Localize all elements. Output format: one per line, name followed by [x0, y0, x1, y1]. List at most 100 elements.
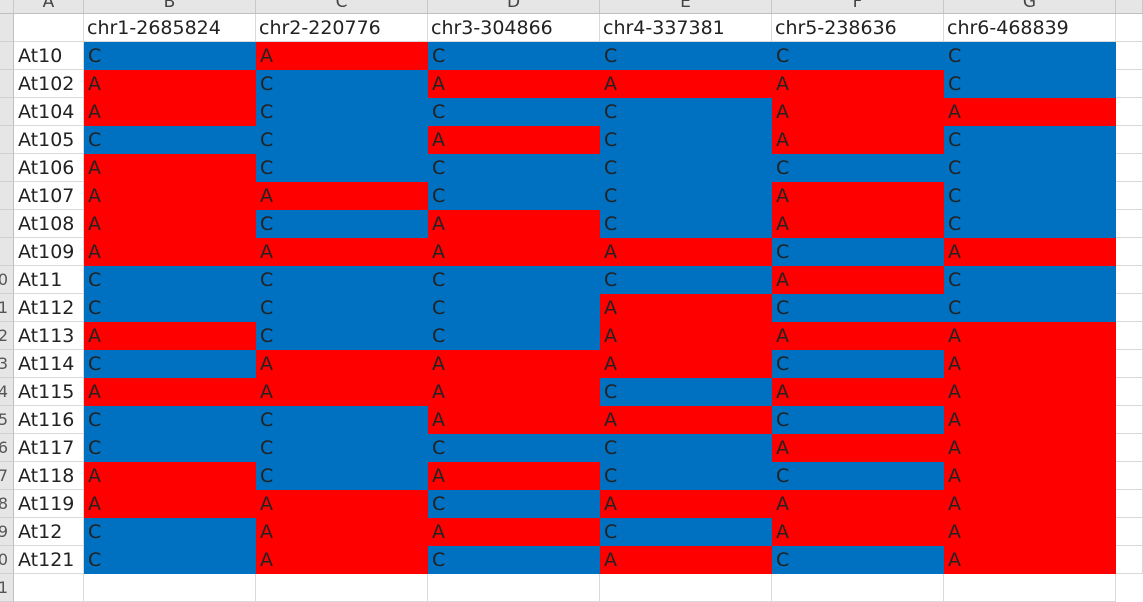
- allele-cell[interactable]: C: [944, 154, 1116, 182]
- column-header-f[interactable]: F: [772, 0, 944, 13]
- allele-cell[interactable]: A: [428, 378, 600, 406]
- allele-cell[interactable]: A: [256, 490, 428, 518]
- allele-cell[interactable]: C: [600, 126, 772, 154]
- row-number[interactable]: [0, 238, 14, 266]
- allele-cell[interactable]: A: [944, 518, 1116, 546]
- allele-cell[interactable]: A: [84, 462, 256, 490]
- allele-cell[interactable]: C: [772, 238, 944, 266]
- row-number[interactable]: 0: [0, 546, 14, 574]
- empty-cell[interactable]: [1116, 322, 1143, 350]
- allele-cell[interactable]: C: [428, 434, 600, 462]
- empty-cell[interactable]: [1116, 266, 1143, 294]
- allele-cell[interactable]: A: [84, 182, 256, 210]
- allele-cell[interactable]: C: [428, 490, 600, 518]
- allele-cell[interactable]: A: [428, 126, 600, 154]
- allele-cell[interactable]: C: [428, 42, 600, 70]
- allele-cell[interactable]: C: [944, 126, 1116, 154]
- row-number[interactable]: [0, 14, 14, 42]
- row-number[interactable]: 0: [0, 266, 14, 294]
- row-number[interactable]: [0, 154, 14, 182]
- allele-cell[interactable]: A: [428, 238, 600, 266]
- sample-name-cell[interactable]: At104: [14, 98, 84, 126]
- allele-cell[interactable]: A: [600, 322, 772, 350]
- header-cell-c[interactable]: chr2-220776: [256, 14, 428, 42]
- allele-cell[interactable]: C: [84, 406, 256, 434]
- allele-cell[interactable]: A: [256, 518, 428, 546]
- row-number[interactable]: 5: [0, 406, 14, 434]
- empty-cell[interactable]: [944, 574, 1116, 602]
- allele-cell[interactable]: A: [84, 378, 256, 406]
- allele-cell[interactable]: A: [944, 490, 1116, 518]
- allele-cell[interactable]: A: [772, 266, 944, 294]
- allele-cell[interactable]: A: [84, 322, 256, 350]
- allele-cell[interactable]: C: [600, 210, 772, 238]
- allele-cell[interactable]: A: [428, 210, 600, 238]
- allele-cell[interactable]: C: [600, 266, 772, 294]
- allele-cell[interactable]: A: [256, 546, 428, 574]
- allele-cell[interactable]: C: [600, 518, 772, 546]
- sample-name-cell[interactable]: At106: [14, 154, 84, 182]
- allele-cell[interactable]: A: [428, 406, 600, 434]
- empty-cell[interactable]: [256, 574, 428, 602]
- sample-name-cell[interactable]: At118: [14, 462, 84, 490]
- allele-cell[interactable]: C: [428, 154, 600, 182]
- row-number[interactable]: [0, 126, 14, 154]
- allele-cell[interactable]: C: [944, 294, 1116, 322]
- allele-cell[interactable]: C: [256, 434, 428, 462]
- allele-cell[interactable]: C: [944, 42, 1116, 70]
- allele-cell[interactable]: C: [256, 70, 428, 98]
- allele-cell[interactable]: C: [84, 434, 256, 462]
- allele-cell[interactable]: C: [84, 42, 256, 70]
- allele-cell[interactable]: A: [772, 518, 944, 546]
- row-number[interactable]: 1: [0, 574, 14, 602]
- row-number[interactable]: 4: [0, 378, 14, 406]
- allele-cell[interactable]: A: [84, 210, 256, 238]
- sample-name-cell[interactable]: At10: [14, 42, 84, 70]
- allele-cell[interactable]: A: [600, 490, 772, 518]
- empty-cell[interactable]: [1116, 70, 1143, 98]
- allele-cell[interactable]: C: [772, 294, 944, 322]
- allele-cell[interactable]: C: [256, 154, 428, 182]
- allele-cell[interactable]: A: [256, 378, 428, 406]
- allele-cell[interactable]: C: [600, 182, 772, 210]
- row-number[interactable]: 7: [0, 462, 14, 490]
- allele-cell[interactable]: A: [944, 378, 1116, 406]
- allele-cell[interactable]: A: [944, 546, 1116, 574]
- empty-cell[interactable]: [84, 574, 256, 602]
- empty-cell[interactable]: [1116, 154, 1143, 182]
- empty-cell[interactable]: [1116, 406, 1143, 434]
- allele-cell[interactable]: A: [600, 406, 772, 434]
- empty-cell[interactable]: [1116, 490, 1143, 518]
- empty-cell[interactable]: [772, 574, 944, 602]
- allele-cell[interactable]: A: [600, 350, 772, 378]
- select-all-corner[interactable]: [0, 0, 14, 13]
- allele-cell[interactable]: C: [428, 546, 600, 574]
- column-header-b[interactable]: B: [84, 0, 256, 13]
- allele-cell[interactable]: C: [600, 98, 772, 126]
- allele-cell[interactable]: C: [428, 322, 600, 350]
- allele-cell[interactable]: A: [428, 518, 600, 546]
- allele-cell[interactable]: C: [84, 518, 256, 546]
- column-header-g[interactable]: G: [944, 0, 1116, 13]
- sample-name-cell[interactable]: At116: [14, 406, 84, 434]
- empty-cell[interactable]: [1116, 98, 1143, 126]
- allele-cell[interactable]: C: [772, 546, 944, 574]
- sample-name-cell[interactable]: At102: [14, 70, 84, 98]
- allele-cell[interactable]: C: [600, 42, 772, 70]
- allele-cell[interactable]: C: [84, 266, 256, 294]
- allele-cell[interactable]: A: [428, 350, 600, 378]
- row-number[interactable]: [0, 42, 14, 70]
- sample-name-cell[interactable]: At109: [14, 238, 84, 266]
- allele-cell[interactable]: C: [772, 406, 944, 434]
- allele-cell[interactable]: A: [600, 294, 772, 322]
- allele-cell[interactable]: A: [944, 406, 1116, 434]
- allele-cell[interactable]: A: [84, 490, 256, 518]
- allele-cell[interactable]: A: [84, 154, 256, 182]
- allele-cell[interactable]: C: [84, 126, 256, 154]
- allele-cell[interactable]: A: [600, 238, 772, 266]
- empty-cell[interactable]: [1116, 350, 1143, 378]
- allele-cell[interactable]: A: [256, 182, 428, 210]
- empty-cell[interactable]: [1116, 126, 1143, 154]
- allele-cell[interactable]: C: [256, 126, 428, 154]
- empty-cell[interactable]: [600, 574, 772, 602]
